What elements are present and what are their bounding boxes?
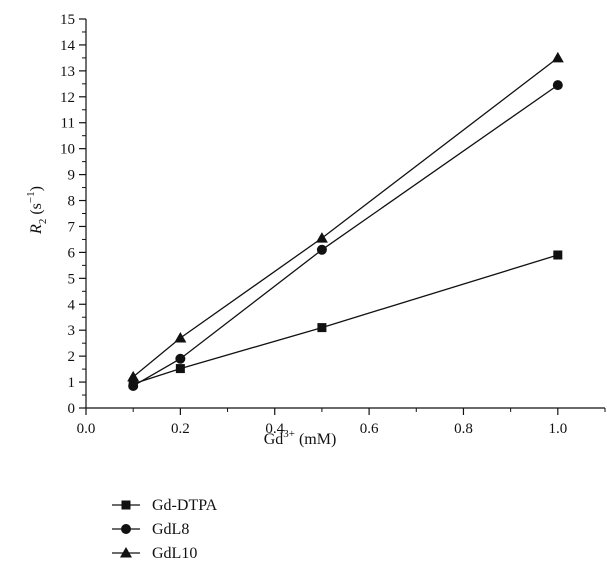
y-tick-label: 6 [68, 245, 76, 261]
x-tick-label: 0.0 [77, 421, 96, 437]
y-tick-label: 3 [68, 323, 76, 339]
legend-marker [120, 547, 132, 558]
data-point [316, 244, 327, 255]
legend-item: Gd-DTPA [112, 497, 218, 514]
y-tick-label: 15 [60, 12, 75, 28]
legend-marker [121, 524, 131, 534]
y-tick-label: 4 [68, 297, 76, 313]
legend-label: Gd-DTPA [152, 497, 218, 514]
legend-label: GdL10 [152, 545, 197, 562]
series-gdl8 [128, 80, 563, 391]
y-tick-label: 1 [68, 375, 76, 391]
y-tick-label: 10 [60, 142, 75, 158]
y-tick-label: 0 [68, 401, 76, 417]
data-point [175, 364, 185, 374]
x-axis-title: Gd3+ (mM) [264, 428, 337, 448]
data-point [553, 250, 563, 260]
x-ticks: 0.0 0.2 0.4 0.6 0.8 1.0 [77, 408, 606, 437]
series-line [132, 84, 559, 387]
series-line [132, 254, 559, 385]
data-point [128, 380, 139, 391]
data-point [174, 331, 187, 343]
x-tick-label: 1.0 [548, 421, 567, 437]
data-point [315, 232, 328, 243]
legend-item: GdL10 [112, 545, 197, 562]
y-tick-label: 5 [68, 271, 76, 287]
legend: Gd-DTPA GdL8 GdL10 [112, 497, 218, 562]
y-tick-label: 13 [60, 64, 75, 80]
y-tick-label: 12 [60, 90, 75, 106]
series-gd-dtpa [128, 250, 563, 389]
axes [85, 19, 605, 409]
x-tick-label: 0.2 [171, 421, 190, 437]
y-tick-label: 8 [68, 194, 76, 210]
series-gdl10 [127, 51, 564, 382]
data-point [551, 51, 564, 63]
x-tick-label: 0.8 [454, 421, 473, 437]
legend-label: GdL8 [152, 521, 189, 538]
data-point [175, 353, 186, 364]
y-tick-label: 11 [61, 116, 75, 132]
x-tick-label: 0.4 [265, 421, 284, 437]
x-tick-label: 0.6 [360, 421, 379, 437]
series [127, 51, 564, 391]
legend-marker [121, 500, 131, 510]
data-point [317, 323, 327, 333]
y-tick-label: 2 [68, 349, 76, 365]
data-point [552, 80, 563, 91]
data-point [127, 370, 140, 382]
series-line [132, 57, 559, 378]
y-tick-label: 7 [68, 219, 76, 235]
y-axis-title: R2 (s−1) [25, 186, 49, 235]
y-tick-label: 9 [68, 168, 76, 184]
legend-item: GdL8 [112, 521, 189, 538]
y-tick-label: 14 [60, 38, 76, 54]
